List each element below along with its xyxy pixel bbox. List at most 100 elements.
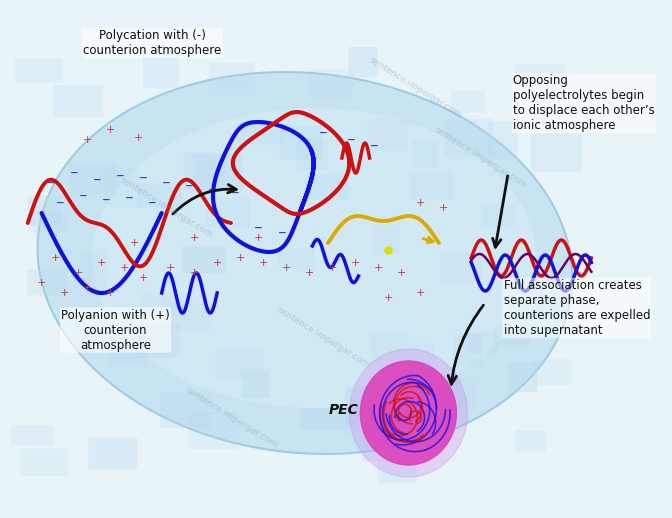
Text: +: + [282, 263, 291, 273]
Text: +: + [166, 263, 175, 273]
Text: −: − [116, 171, 124, 181]
FancyBboxPatch shape [297, 138, 328, 171]
FancyBboxPatch shape [349, 47, 378, 77]
Text: −: − [278, 228, 286, 238]
Text: +: + [106, 125, 116, 135]
FancyBboxPatch shape [143, 50, 179, 88]
Text: −: − [69, 168, 79, 178]
Text: +: + [384, 293, 392, 303]
Text: −: − [254, 223, 263, 233]
Text: sentence.impergar.com: sentence.impergar.com [433, 126, 528, 190]
FancyBboxPatch shape [345, 387, 372, 426]
FancyBboxPatch shape [181, 247, 226, 274]
FancyBboxPatch shape [28, 196, 62, 226]
FancyBboxPatch shape [28, 269, 67, 295]
Text: +: + [254, 233, 263, 243]
Text: −: − [231, 188, 240, 198]
Text: −: − [208, 185, 217, 195]
Text: PEC: PEC [329, 403, 359, 417]
FancyBboxPatch shape [309, 69, 353, 100]
FancyBboxPatch shape [515, 64, 566, 91]
FancyBboxPatch shape [515, 430, 546, 451]
Text: sentence.impergar.com: sentence.impergar.com [368, 56, 464, 120]
FancyBboxPatch shape [161, 392, 211, 428]
Text: +: + [60, 288, 69, 298]
FancyBboxPatch shape [368, 120, 408, 150]
Text: −: − [162, 178, 171, 188]
Text: +: + [106, 288, 116, 298]
FancyBboxPatch shape [216, 351, 263, 378]
FancyBboxPatch shape [209, 63, 255, 95]
FancyBboxPatch shape [481, 206, 515, 227]
FancyBboxPatch shape [378, 459, 417, 483]
FancyBboxPatch shape [409, 343, 434, 377]
FancyBboxPatch shape [54, 85, 103, 118]
Text: Full association creates
separate phase,
counterions are expelled
into supernata: Full association creates separate phase,… [503, 279, 650, 337]
Text: −: − [319, 128, 328, 138]
FancyBboxPatch shape [183, 153, 226, 191]
FancyBboxPatch shape [280, 126, 323, 160]
Text: Opposing
polyelectrolytes begin
to displace each other’s
ionic atmosphere: Opposing polyelectrolytes begin to displ… [513, 74, 655, 132]
Ellipse shape [38, 72, 573, 454]
Text: +: + [37, 278, 46, 288]
Text: −: − [56, 198, 65, 208]
FancyBboxPatch shape [451, 91, 485, 113]
FancyBboxPatch shape [164, 303, 212, 329]
FancyBboxPatch shape [11, 425, 54, 445]
FancyBboxPatch shape [441, 252, 481, 282]
FancyBboxPatch shape [236, 124, 285, 145]
Text: +: + [190, 233, 199, 243]
FancyBboxPatch shape [207, 197, 249, 228]
Text: +: + [83, 283, 93, 293]
FancyBboxPatch shape [372, 226, 400, 253]
Text: +: + [351, 258, 360, 268]
FancyBboxPatch shape [495, 325, 531, 347]
FancyBboxPatch shape [345, 406, 378, 433]
Text: −: − [347, 135, 355, 145]
Text: +: + [51, 253, 60, 263]
FancyBboxPatch shape [108, 336, 147, 365]
FancyBboxPatch shape [88, 438, 137, 470]
Text: −: − [93, 175, 101, 185]
FancyBboxPatch shape [305, 175, 348, 199]
Text: +: + [138, 273, 148, 283]
Text: −: − [370, 141, 378, 151]
FancyBboxPatch shape [193, 154, 243, 192]
Text: −: − [139, 173, 148, 183]
FancyBboxPatch shape [70, 163, 116, 194]
Text: +: + [120, 263, 130, 273]
FancyBboxPatch shape [241, 371, 269, 398]
FancyBboxPatch shape [136, 183, 183, 208]
Text: −: − [148, 198, 157, 208]
Text: +: + [190, 268, 199, 278]
FancyBboxPatch shape [508, 279, 560, 318]
FancyBboxPatch shape [488, 122, 518, 160]
FancyBboxPatch shape [105, 168, 140, 207]
Text: +: + [212, 258, 222, 268]
Text: sentence.impergar.com: sentence.impergar.com [183, 386, 279, 450]
Text: −: − [79, 191, 87, 201]
FancyBboxPatch shape [140, 293, 187, 318]
Ellipse shape [92, 108, 536, 408]
FancyBboxPatch shape [28, 211, 67, 233]
Text: +: + [97, 258, 106, 268]
FancyBboxPatch shape [533, 359, 572, 385]
Text: +: + [259, 258, 268, 268]
Text: +: + [328, 263, 337, 273]
Text: +: + [397, 268, 407, 278]
FancyBboxPatch shape [468, 333, 498, 354]
Circle shape [349, 349, 468, 477]
Text: +: + [134, 133, 143, 143]
FancyBboxPatch shape [412, 140, 439, 168]
FancyBboxPatch shape [509, 363, 538, 392]
Text: +: + [374, 263, 384, 273]
Text: sentence.impergar.com: sentence.impergar.com [276, 306, 371, 370]
Text: +: + [129, 238, 138, 248]
FancyBboxPatch shape [531, 134, 582, 171]
Text: +: + [416, 198, 425, 208]
Text: +: + [416, 288, 425, 298]
FancyBboxPatch shape [188, 412, 239, 449]
Text: −: − [125, 193, 134, 203]
FancyBboxPatch shape [363, 424, 392, 462]
Text: Polycation with (-)
counterion atmosphere: Polycation with (-) counterion atmospher… [83, 29, 222, 57]
